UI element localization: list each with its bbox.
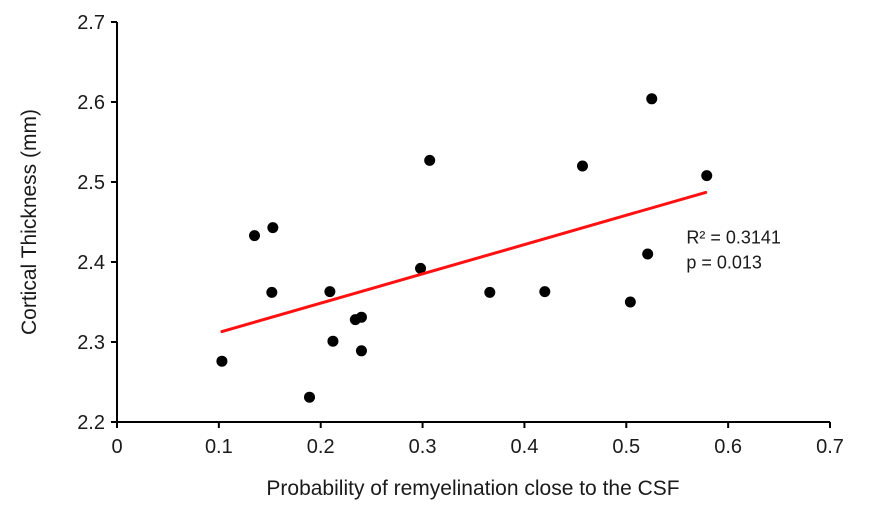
data-point [415, 262, 427, 274]
y-tick-label: 2.2 [77, 412, 105, 434]
y-axis-title: Cortical Thickness (mm) [18, 109, 41, 335]
x-tick-label: 0 [111, 436, 122, 458]
data-point [216, 355, 228, 367]
data-point [424, 154, 436, 166]
trendline [220, 190, 708, 334]
data-point [539, 286, 551, 298]
x-tick-label: 0.3 [409, 436, 437, 458]
y-tick-label: 2.5 [77, 172, 105, 194]
y-tick-label: 2.3 [77, 332, 105, 354]
x-tick-label: 0.2 [307, 436, 335, 458]
data-point [327, 335, 339, 347]
data-point [249, 230, 261, 242]
data-point [576, 160, 588, 172]
data-point [266, 286, 278, 298]
x-tick-label: 0.6 [714, 436, 742, 458]
data-point [355, 311, 367, 323]
y-tick-label: 2.6 [77, 92, 105, 114]
y-tick-label: 2.7 [77, 12, 105, 34]
data-point [642, 248, 654, 260]
data-point [324, 286, 336, 298]
data-point [267, 222, 279, 234]
data-point [304, 391, 316, 403]
x-tick-label: 0.1 [205, 436, 233, 458]
data-point [484, 286, 496, 298]
x-axis-title: Probability of remyelination close to th… [266, 477, 680, 500]
x-tick-label: 0.5 [612, 436, 640, 458]
y-tick-label: 2.4 [77, 252, 105, 274]
x-tick-label: 0.7 [816, 436, 844, 458]
data-point [624, 296, 636, 308]
data-point [646, 93, 658, 105]
annotation-p-value: p = 0.013 [686, 253, 762, 273]
data-point [701, 170, 713, 182]
annotation-r-squared: R² = 0.3141 [686, 228, 781, 248]
x-tick-label: 0.4 [511, 436, 539, 458]
data-point [355, 345, 367, 357]
